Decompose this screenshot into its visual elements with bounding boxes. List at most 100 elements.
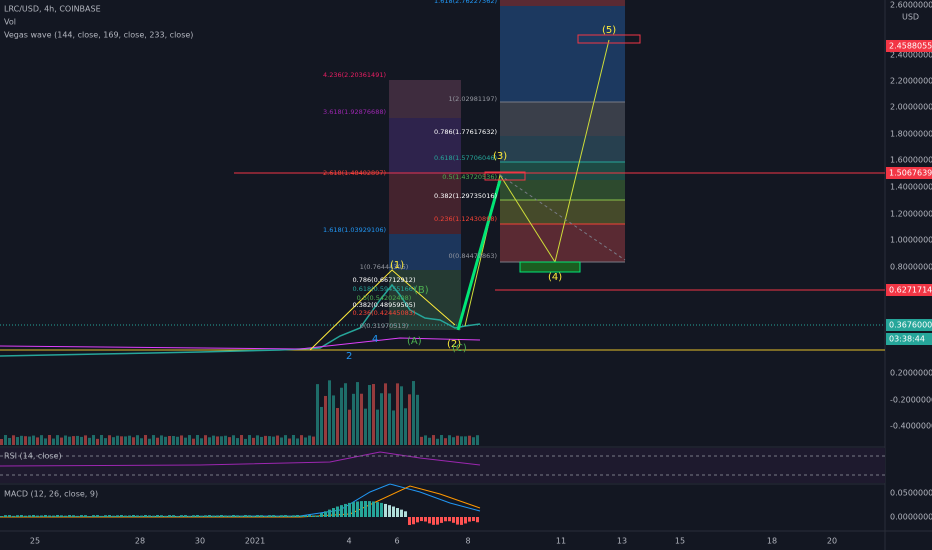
volume-bar <box>48 435 51 445</box>
wave: 2 <box>346 351 352 362</box>
date-label: 28 <box>135 537 145 546</box>
histogram-bar <box>456 517 459 525</box>
tag-bg <box>886 167 932 179</box>
volume-bar <box>288 438 291 445</box>
volume-bar <box>216 436 219 445</box>
histogram-bar <box>440 517 443 523</box>
histogram-bar <box>272 515 275 517</box>
histogram-bar <box>80 515 83 517</box>
histogram-bar <box>0 516 3 517</box>
volume-bar <box>372 384 375 445</box>
date-label: 8 <box>465 537 470 546</box>
date-label: 25 <box>30 537 40 546</box>
volume-bar <box>244 438 247 445</box>
histogram-bar <box>32 515 35 517</box>
volume-bar <box>32 435 35 445</box>
fib-label: 0.618(1.57706046) <box>434 154 497 162</box>
fib-label: 4.236(2.20361491) <box>323 71 386 79</box>
histogram-bar <box>40 515 43 517</box>
histogram-bar <box>248 515 251 517</box>
histogram-bar <box>344 503 347 517</box>
volume-bar <box>396 383 399 445</box>
volume-bar <box>88 437 91 445</box>
volume-bar <box>428 437 431 445</box>
volume-bar <box>228 437 231 445</box>
histogram-bar <box>164 515 167 517</box>
tag-bg <box>886 333 932 345</box>
wave: (5) <box>602 25 616 36</box>
histogram-bar <box>140 515 143 517</box>
volume-bar <box>64 435 67 445</box>
wave: (C) <box>452 343 467 354</box>
volume-bar <box>388 393 391 445</box>
histogram-bar <box>472 517 475 522</box>
fib-label: 0(0.31970513) <box>360 322 409 330</box>
volume-bar <box>60 437 63 445</box>
histogram-bar <box>132 515 135 517</box>
histogram-bar <box>96 515 99 517</box>
volume-bar <box>304 437 307 445</box>
volume-bar <box>92 435 95 445</box>
histogram-bar <box>128 515 131 517</box>
histogram-bar <box>284 515 287 517</box>
histogram-bar <box>196 515 199 517</box>
volume-bar <box>120 436 123 445</box>
rsi-label: RSI (14, close) <box>4 452 62 461</box>
volume-bar <box>344 383 347 445</box>
histogram-bar <box>340 505 343 517</box>
volume-bar <box>212 435 215 445</box>
volume-bar <box>284 435 287 445</box>
price-label: 1.40000000 <box>890 183 932 192</box>
date-label: 20 <box>827 537 837 546</box>
histogram-bar <box>100 515 103 517</box>
histogram-bar <box>376 502 379 517</box>
histogram-bar <box>264 515 267 517</box>
volume-bar <box>464 436 467 445</box>
volume-bar <box>76 435 79 445</box>
histogram-bar <box>364 501 367 517</box>
volume-bar <box>384 383 387 445</box>
volume-bar <box>316 384 319 445</box>
histogram-bar <box>396 508 399 517</box>
volume-bar <box>0 439 3 445</box>
volume-bar <box>364 408 367 445</box>
histogram-bar <box>20 515 23 517</box>
volume-bar <box>200 438 203 445</box>
histogram-bar <box>180 515 183 517</box>
histogram-bar <box>200 515 203 517</box>
histogram-bar <box>288 515 291 517</box>
volume-bar <box>368 385 371 445</box>
histogram-bar <box>276 515 279 517</box>
date-label: 30 <box>195 537 205 546</box>
histogram-bar <box>24 515 27 517</box>
histogram-bar <box>244 515 247 517</box>
volume-bar <box>408 394 411 445</box>
histogram-bar <box>12 515 15 517</box>
wave: (1) <box>390 260 404 271</box>
volume-bar <box>448 435 451 445</box>
vegas-label: Vegas wave (144, close, 169, close, 233,… <box>4 31 193 40</box>
histogram-bar <box>356 501 359 517</box>
histogram-bar <box>228 515 231 517</box>
vegas-line <box>0 337 481 350</box>
macd-label: MACD (12, 26, close, 9) <box>4 490 98 499</box>
histogram-bar <box>60 515 63 517</box>
histogram-bar <box>28 515 31 517</box>
volume-bar <box>196 435 199 445</box>
histogram-bar <box>312 515 315 517</box>
price-tags: 2.45880557 1.50676396 0.62717144 0.36760000… <box>886 40 932 345</box>
volume-bar <box>164 436 167 445</box>
volume-bar <box>456 435 459 445</box>
volume-bar <box>320 406 323 445</box>
histogram-bar <box>348 502 351 517</box>
wave: (2) <box>447 339 461 350</box>
histogram-bar <box>372 501 375 517</box>
histogram-bar <box>236 515 239 517</box>
volume-bar <box>128 435 131 445</box>
histogram-bar <box>8 515 11 517</box>
histogram-bar <box>416 517 419 523</box>
